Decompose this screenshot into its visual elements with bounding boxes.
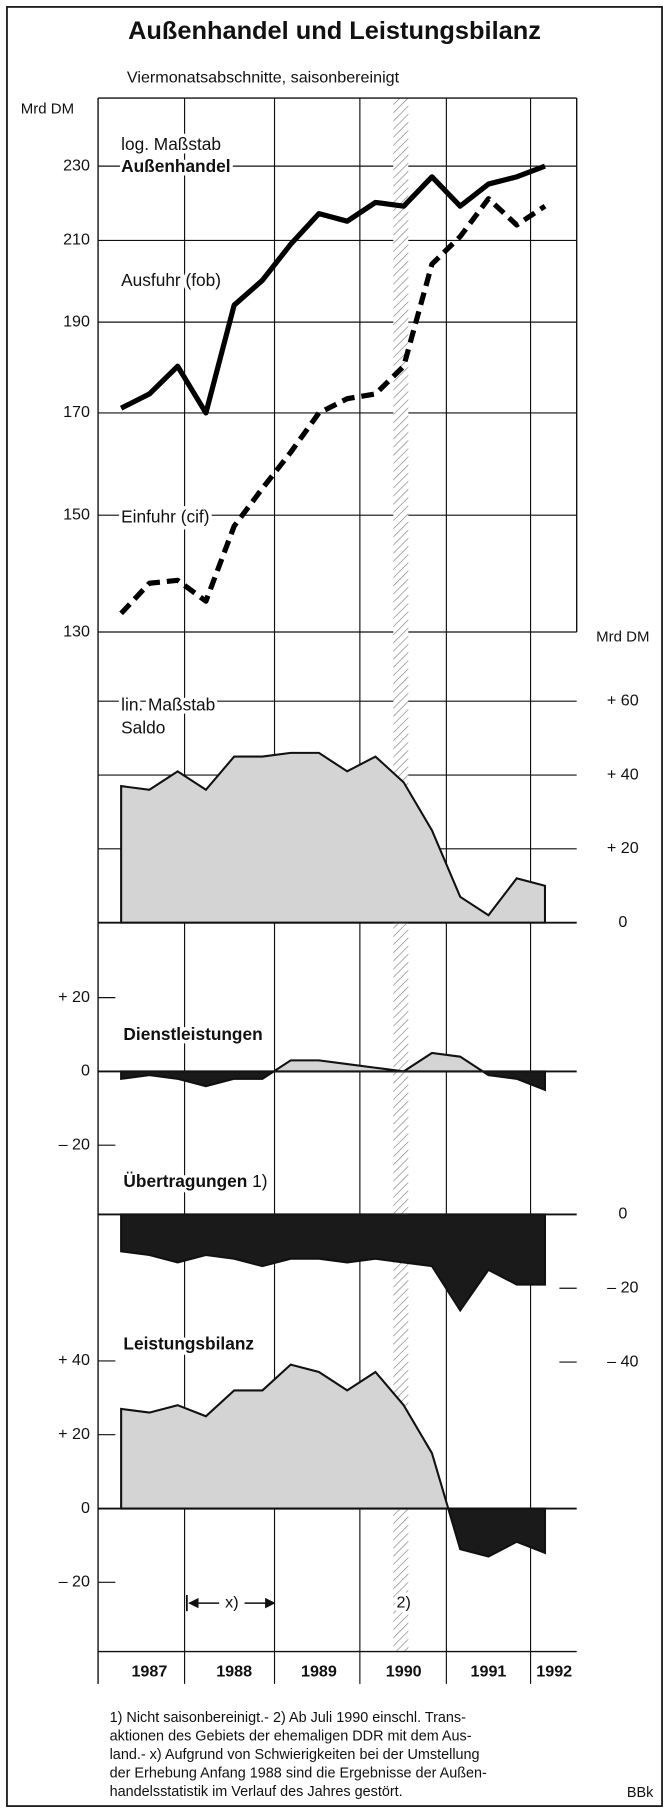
reunification-marker: 2): [397, 1593, 411, 1611]
area-positive: [120, 1363, 547, 1509]
panel-title: Leistungsbilanz: [123, 1333, 254, 1353]
panel-title-main: Übertragungen: [123, 1171, 247, 1191]
y-tick-label: 0: [81, 1062, 90, 1080]
y-tick-label: 0: [618, 1205, 627, 1223]
area-negative: [120, 1214, 547, 1313]
y-tick-label: 210: [63, 231, 90, 249]
y-tick-label: 230: [63, 156, 90, 174]
footnote: handelsstatistik im Verlauf des Jahres g…: [110, 1784, 403, 1800]
panel-title: Dienstleistungen: [123, 1024, 262, 1044]
series-label: Ausfuhr (fob): [121, 270, 221, 290]
y-tick-label: 130: [63, 622, 90, 640]
panel-title: Übertragungen 1): [123, 1171, 267, 1191]
footnote: land.- x) Aufgrund von Schwierigkeiten b…: [110, 1747, 480, 1763]
y-tick-label: 0: [618, 913, 627, 931]
panel-title: Saldo: [121, 717, 165, 737]
y-tick-label: 190: [63, 312, 90, 330]
y-tick-label: + 20: [58, 1425, 90, 1443]
y-tick-label: – 20: [59, 1573, 90, 1591]
frame-layer: [97, 97, 578, 1684]
x-tick-label: 1988: [216, 1663, 252, 1681]
x-tick-label: 1992: [536, 1663, 572, 1681]
area-positive: [120, 751, 547, 923]
period-marker: x): [225, 1593, 238, 1611]
mark-layer: [119, 163, 547, 1558]
area-positive: [120, 1051, 547, 1072]
scale-note: log. Maßstab: [121, 134, 221, 154]
subtitle: Viermonatsabschnitte, saisonbereinigt: [127, 69, 400, 87]
source: BBk: [627, 1785, 654, 1801]
y-tick-label: + 20: [607, 839, 639, 857]
x-tick-label: 1987: [131, 1663, 167, 1681]
panel-title-note: 1): [252, 1171, 267, 1191]
text-layer: Außenhandel und Leistungsbilanz Viermona…: [21, 17, 654, 1801]
y-tick-label: + 40: [58, 1351, 90, 1369]
footnote: der Erhebung Anfang 1988 sind die Ergebn…: [110, 1766, 487, 1782]
y-tick-label: – 20: [607, 1279, 638, 1297]
footnote: 1) Nicht saisonbereinigt.- 2) Ab Juli 19…: [110, 1710, 467, 1726]
line-series: [119, 196, 547, 616]
y-tick-label: – 20: [59, 1136, 90, 1154]
x-tick-label: 1990: [386, 1663, 422, 1681]
area-negative: [120, 1071, 547, 1092]
footnote: aktionen des Gebiets der ehemaligen DDR …: [110, 1729, 472, 1745]
y-tick-label: + 60: [607, 691, 639, 709]
y-tick-label: 0: [81, 1499, 90, 1517]
area-negative: [120, 1508, 547, 1558]
y-tick-label: + 20: [58, 988, 90, 1006]
y-tick-label: 150: [63, 505, 90, 523]
x-tick-label: 1991: [471, 1663, 507, 1681]
y-tick-label: – 40: [607, 1352, 638, 1370]
panel-title: Außenhandel: [121, 156, 230, 176]
y-axis-label: Mrd DM: [21, 101, 74, 118]
y-tick-label: 170: [63, 403, 90, 421]
title: Außenhandel und Leistungsbilanz: [128, 17, 541, 45]
scale-note: lin. Maßstab: [121, 694, 215, 714]
y-axis-label: Mrd DM: [596, 629, 649, 646]
x-tick-label: 1989: [301, 1663, 337, 1681]
line-series: [119, 163, 546, 416]
y-tick-label: + 40: [607, 765, 639, 783]
series-label: Einfuhr (cif): [121, 506, 209, 526]
